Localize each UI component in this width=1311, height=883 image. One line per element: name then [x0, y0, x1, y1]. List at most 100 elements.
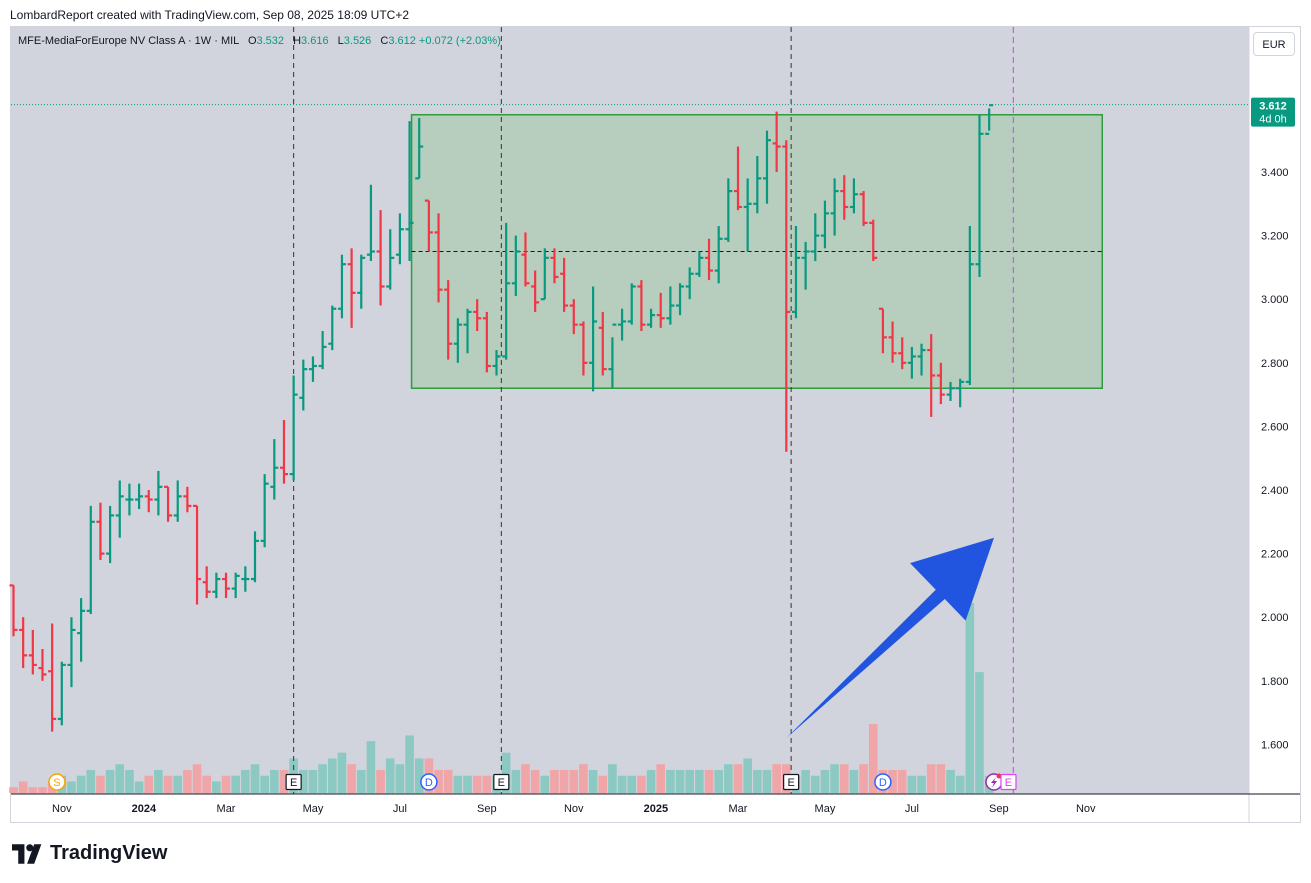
trend-arrow[interactable]	[786, 537, 994, 739]
ohlc-bar[interactable]	[86, 505, 95, 615]
event-marker-split[interactable]: S	[48, 773, 66, 791]
ohlc-bar[interactable]	[173, 480, 182, 522]
ohlc-bar[interactable]	[753, 156, 762, 214]
ohlc-bar[interactable]	[395, 213, 404, 265]
ohlc-bar[interactable]	[550, 248, 559, 284]
ohlc-bar[interactable]	[482, 311, 491, 373]
tradingview-logo[interactable]: TradingView	[12, 842, 167, 865]
ohlc-bar[interactable]	[318, 331, 327, 370]
ohlc-bar[interactable]	[531, 270, 540, 312]
ohlc-bar[interactable]	[878, 307, 887, 354]
ohlc-bar[interactable]	[502, 222, 511, 360]
ohlc-bar[interactable]	[337, 254, 346, 319]
ohlc-bar[interactable]	[676, 283, 685, 316]
ohlc-bar[interactable]	[830, 178, 839, 236]
ohlc-bar[interactable]	[279, 420, 288, 484]
ohlc-bar[interactable]	[859, 191, 868, 227]
ohlc-bar[interactable]	[511, 235, 520, 297]
ohlc-bar[interactable]	[299, 359, 308, 411]
ohlc-bar[interactable]	[38, 649, 47, 681]
ohlc-bar[interactable]	[820, 200, 829, 249]
ohlc-bar[interactable]	[415, 117, 424, 180]
event-marker-earnings[interactable]: E	[285, 773, 302, 791]
ohlc-bar[interactable]	[183, 486, 192, 513]
ohlc-bar[interactable]	[811, 213, 820, 262]
ohlc-bar[interactable]	[357, 254, 366, 309]
ohlc-bar[interactable]	[463, 308, 472, 354]
ohlc-bar[interactable]	[849, 178, 858, 214]
ohlc-bar[interactable]	[241, 566, 250, 592]
ohlc-bar[interactable]	[965, 226, 974, 386]
ohlc-bar[interactable]	[115, 480, 124, 538]
ohlc-bar[interactable]	[898, 337, 907, 370]
ohlc-bar[interactable]	[714, 226, 723, 284]
ohlc-bar[interactable]	[936, 362, 945, 405]
ohlc-bar[interactable]	[917, 343, 926, 376]
currency-button[interactable]: EUR	[1253, 32, 1295, 56]
event-marker-earnings[interactable]: E	[493, 773, 510, 791]
ohlc-bar[interactable]	[791, 226, 800, 319]
ohlc-bar[interactable]	[705, 238, 714, 281]
ohlc-bar[interactable]	[627, 283, 636, 325]
ohlc-bar[interactable]	[9, 584, 18, 637]
ohlc-bar[interactable]	[144, 490, 153, 513]
ohlc-bar[interactable]	[376, 210, 385, 306]
event-marker-dividend[interactable]: D	[420, 773, 438, 791]
ohlc-bar[interactable]	[647, 308, 656, 328]
ohlc-bar[interactable]	[492, 350, 501, 376]
ohlc-bar[interactable]	[366, 184, 375, 262]
ohlc-bar[interactable]	[801, 241, 810, 290]
ohlc-bar[interactable]	[540, 248, 549, 301]
ohlc-bar[interactable]	[724, 178, 733, 242]
ohlc-bar[interactable]	[125, 483, 134, 516]
ohlc-bar[interactable]	[154, 470, 163, 516]
ohlc-bar[interactable]	[57, 661, 66, 726]
ohlc-bar[interactable]	[202, 566, 211, 599]
ohlc-bar[interactable]	[656, 292, 665, 328]
ohlc-bar[interactable]	[907, 346, 916, 379]
symbol-name[interactable]: MFE-MediaForEurope NV Class A · 1W · MIL	[18, 35, 239, 47]
ohlc-bar[interactable]	[598, 311, 607, 376]
ohlc-bar[interactable]	[164, 485, 173, 522]
ohlc-bar[interactable]	[743, 178, 752, 252]
event-marker-flash[interactable]	[985, 773, 1003, 791]
ohlc-bar[interactable]	[106, 505, 115, 564]
ohlc-bar[interactable]	[782, 140, 791, 452]
ohlc-bar[interactable]	[453, 318, 462, 363]
ohlc-bar[interactable]	[569, 299, 578, 335]
ohlc-bar[interactable]	[985, 104, 994, 135]
ohlc-bar[interactable]	[840, 175, 849, 220]
ohlc-bar[interactable]	[734, 146, 742, 211]
ohlc-bar[interactable]	[869, 219, 878, 262]
ohlc-bar[interactable]	[222, 572, 231, 599]
ohlc-bar[interactable]	[212, 572, 221, 599]
ohlc-bar[interactable]	[19, 617, 28, 669]
ohlc-bar[interactable]	[424, 199, 433, 252]
ohlc-bar[interactable]	[28, 629, 37, 675]
event-marker-earnings[interactable]: E	[783, 773, 800, 791]
ohlc-bar[interactable]	[67, 617, 76, 688]
ohlc-bar[interactable]	[434, 213, 443, 303]
ohlc-bar[interactable]	[260, 474, 269, 548]
ohlc-bar[interactable]	[637, 280, 646, 331]
ohlc-bar[interactable]	[77, 598, 86, 662]
ohlc-bar[interactable]	[96, 502, 105, 560]
ohlc-bar[interactable]	[579, 321, 588, 376]
ohlc-bar[interactable]	[695, 251, 704, 277]
ohlc-bar[interactable]	[975, 114, 984, 277]
ohlc-bar[interactable]	[888, 321, 897, 363]
ohlc-bar[interactable]	[685, 267, 694, 300]
ohlc-bar[interactable]	[193, 504, 202, 605]
ohlc-bar[interactable]	[48, 623, 57, 732]
ohlc-bar[interactable]	[444, 280, 453, 360]
ohlc-bar[interactable]	[956, 378, 965, 408]
ohlc-bar[interactable]	[347, 248, 356, 328]
ohlc-bar[interactable]	[521, 232, 530, 287]
ohlc-bar[interactable]	[251, 531, 259, 583]
ohlc-bar[interactable]	[405, 121, 414, 262]
ohlc-bar[interactable]	[231, 572, 240, 599]
ohlc-bar[interactable]	[762, 130, 771, 204]
ohlc-bar[interactable]	[772, 111, 781, 172]
ohlc-bar[interactable]	[589, 286, 598, 392]
